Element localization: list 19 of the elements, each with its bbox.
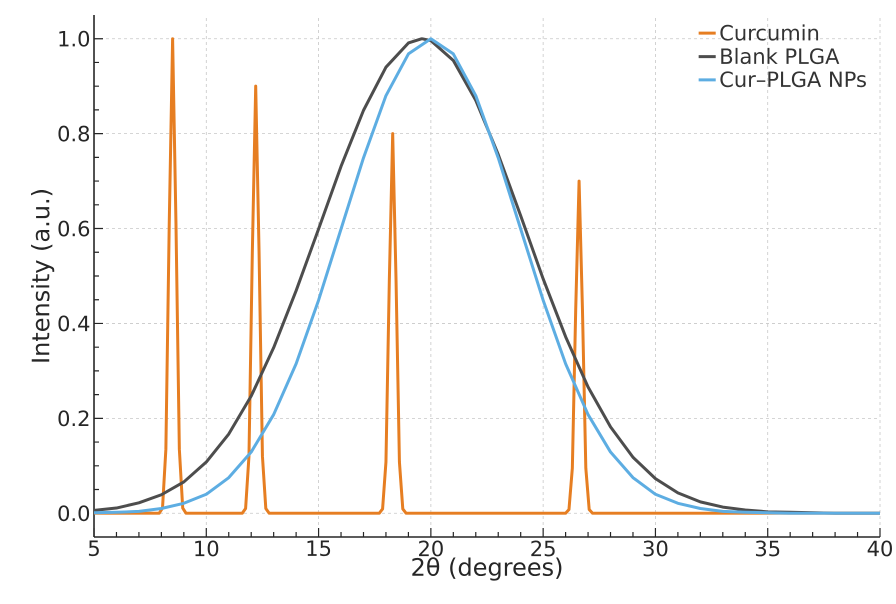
- y-tick-label: 0.4: [58, 316, 90, 332]
- x-tick-label: 10: [195, 540, 218, 556]
- x-tick-label: 35: [756, 540, 780, 556]
- y-axis-title: Intensity (a.u.): [30, 190, 54, 362]
- legend-label: Blank PLGA: [721, 48, 840, 64]
- x-axis-title: 2θ (degrees): [412, 557, 562, 581]
- x-tick-label: 20: [419, 540, 443, 556]
- x-tick-label: 40: [868, 540, 892, 556]
- legend-label: Curcumin: [720, 24, 818, 41]
- x-tick-label: 25: [531, 540, 555, 556]
- y-tick-label: 0.8: [58, 126, 90, 142]
- x-tick-label: 15: [308, 540, 330, 556]
- x-tick-label: 5: [88, 540, 99, 556]
- x-tick-label: 30: [644, 540, 668, 556]
- legend-label: Cur–PLGA NPs: [720, 71, 866, 88]
- y-tick-label: 1.0: [59, 30, 90, 47]
- y-tick-label: 0.6: [58, 220, 90, 236]
- y-tick-label: 0.0: [58, 505, 90, 522]
- y-tick-label: 0.2: [58, 410, 88, 426]
